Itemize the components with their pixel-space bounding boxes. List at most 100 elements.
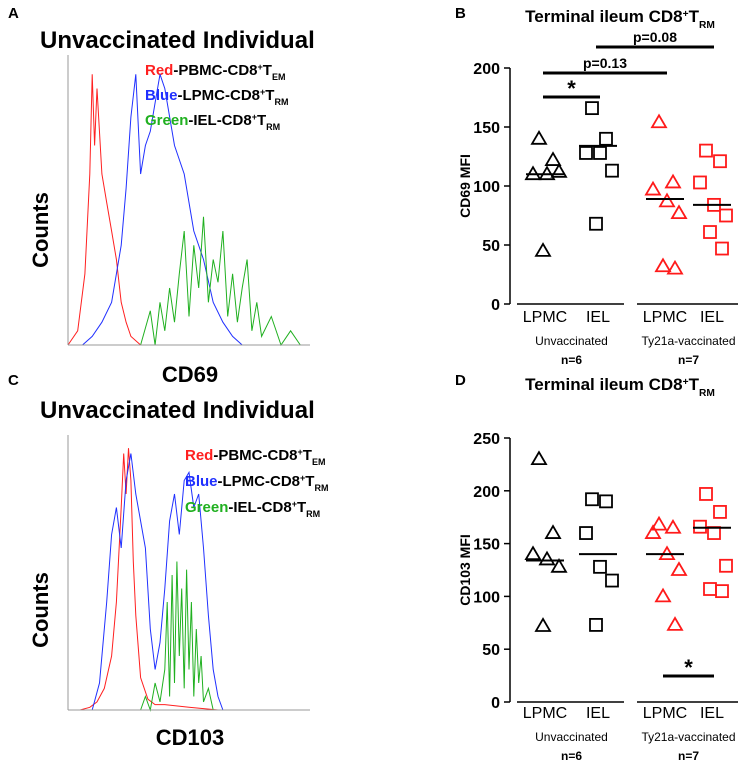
significance-label: * [684,655,693,680]
significance-label: p=0.13 [583,55,627,71]
label-part: T [263,62,272,79]
histogram-line [67,74,141,346]
label-part: RM [314,483,328,493]
x-tick-label: LPMC [643,309,687,326]
label-part: + [260,87,265,97]
panel-label: B [455,5,466,22]
label-part: -PBMC-CD8 [173,62,257,79]
group-n: n=6 [561,749,582,763]
group-n: n=6 [561,353,582,367]
triangle-marker [544,151,562,166]
legend-color-word: Red [185,447,213,464]
label-part: -PBMC-CD8 [213,447,297,464]
chart-title: Unvaccinated Individual [40,397,315,424]
histogram-line [79,448,219,711]
label-part: + [258,62,263,72]
legend-color-word: Green [145,112,188,129]
label-part: Terminal ileum CD8 [525,7,682,26]
y-tick-label: 50 [482,238,500,255]
square-marker [703,582,717,596]
y-tick-label: 100 [473,589,500,606]
triangle-marker [550,558,568,573]
triangle-marker [534,617,552,632]
square-marker [693,175,707,190]
histogram-line [140,216,301,347]
label-part: -IEL-CD8 [188,112,251,129]
square-marker [699,487,713,501]
x-tick-label: IEL [586,309,610,326]
triangle-marker [658,192,676,208]
square-marker [579,526,593,540]
x-axis-label: CD69 [162,362,218,387]
triangle-marker [530,130,548,145]
label-part: + [252,112,257,122]
label-part: T [303,447,312,464]
group-n: n=7 [678,353,699,367]
y-tick-label: 250 [473,431,500,448]
triangle-marker [534,242,552,257]
x-tick-label: IEL [586,705,610,722]
square-marker [713,505,727,519]
triangle-marker [650,515,668,531]
square-marker [605,163,619,178]
label-part: -IEL-CD8 [228,499,291,516]
label-part: RM [699,388,715,399]
rich-label: Red-PBMC-CD8+TEM [145,62,285,82]
label-part: + [300,473,305,483]
label-part: Terminal ileum CD8 [525,375,682,394]
x-tick-label: LPMC [643,705,687,722]
rich-label: Red-PBMC-CD8+TEM [185,447,325,467]
square-marker [593,146,607,160]
significance-label: p=0.08 [633,29,677,45]
y-axis-label: CD69 MFI [457,154,473,218]
panel-label: A [8,5,19,22]
y-axis-label: Counts [28,572,53,648]
y-tick-label: 150 [473,120,500,137]
x-tick-label: IEL [700,705,724,722]
square-marker [713,154,727,169]
square-marker [703,225,717,239]
legend-color-word: Blue [145,87,178,104]
label-part: + [292,499,297,509]
square-marker [593,559,607,574]
triangle-marker [644,180,662,196]
square-marker [707,526,721,540]
square-marker [699,143,713,158]
y-tick-label: 150 [473,537,500,554]
y-axis-label: CD103 MFI [457,534,473,606]
triangle-marker [664,173,682,189]
triangle-marker [666,259,684,275]
x-axis-label: CD103 [156,725,224,750]
y-tick-label: 50 [482,642,500,659]
triangle-marker [654,257,672,273]
rich-label: Terminal ileum CD8+TRM [525,375,715,399]
y-axis-label: Counts [28,192,53,268]
square-marker [715,584,729,599]
label-part: T [305,473,314,490]
group-label: Unvaccinated [535,334,608,348]
triangle-marker [670,204,688,220]
y-tick-label: 0 [491,297,500,314]
square-marker [599,494,613,509]
label-part: RM [699,20,715,31]
rich-label: Green-IEL-CD8+TRM [185,499,320,519]
rich-label: Blue-LPMC-CD8+TRM [145,87,288,107]
x-tick-label: LPMC [523,705,567,722]
histogram-line [140,561,218,712]
group-label: Unvaccinated [535,730,608,744]
rich-label: Green-IEL-CD8+TRM [145,112,280,132]
triangle-marker [538,550,556,566]
label-part: T [689,375,700,394]
square-marker [719,208,733,223]
label-part: RM [274,97,288,107]
triangle-marker [550,163,568,178]
x-tick-label: IEL [700,309,724,326]
square-marker [579,146,593,160]
legend-color-word: Green [185,499,228,516]
label-part: RM [266,122,280,132]
label-part: + [298,447,303,457]
rich-label: Blue-LPMC-CD8+TRM [185,473,328,493]
x-tick-label: LPMC [523,309,567,326]
legend-color-word: Red [145,62,173,79]
